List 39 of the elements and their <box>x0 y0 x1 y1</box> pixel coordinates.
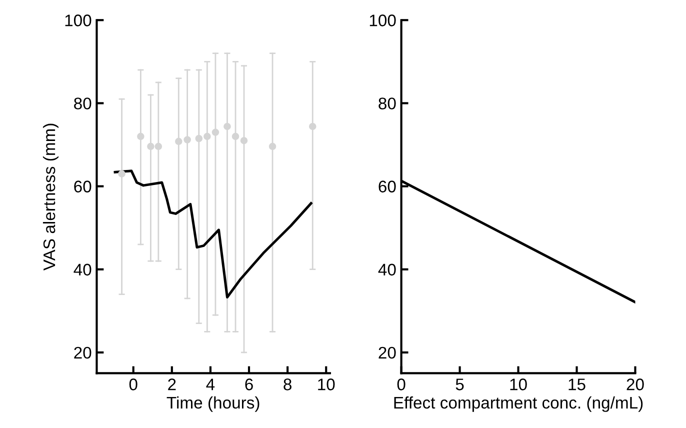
point <box>184 136 191 144</box>
point <box>224 122 231 130</box>
y-tick-label: 80 <box>74 98 92 110</box>
point <box>175 138 182 146</box>
y-tick-label: 20 <box>378 346 396 359</box>
x-tick-label: 0 <box>129 378 138 390</box>
x-tick-label: 5 <box>456 378 464 390</box>
y-tick-label: 40 <box>74 264 92 276</box>
y-tick-label: 60 <box>378 180 396 192</box>
x-tick-label: 0 <box>397 378 406 390</box>
point <box>268 142 276 150</box>
point <box>308 122 316 130</box>
point <box>204 132 211 140</box>
y-tick-label: 60 <box>74 180 92 192</box>
point <box>154 142 162 150</box>
point <box>195 134 203 142</box>
line-series <box>114 170 312 298</box>
y-tick-label: 100 <box>370 14 396 26</box>
y-tick-label: 100 <box>65 14 92 26</box>
x-tick-label: 15 <box>568 378 586 390</box>
x-tick-label: 10 <box>318 378 335 390</box>
x-axis-title: Effect compartment conc. (ng/mL) <box>394 396 643 412</box>
x-tick-label: 20 <box>626 378 644 390</box>
y-tick-label: 40 <box>378 264 396 276</box>
x-tick-label: 6 <box>245 378 253 390</box>
x-axis-title: Time (hours) <box>166 396 260 412</box>
point <box>232 132 240 140</box>
point <box>137 132 144 140</box>
y-axis-title: VAS alertness (mm) <box>42 124 58 271</box>
x-tick-label: 8 <box>284 378 292 390</box>
y-tick-label: 80 <box>378 98 396 110</box>
x-tick-label: 4 <box>206 378 215 390</box>
point <box>212 128 220 136</box>
x-tick-label: 2 <box>168 378 176 390</box>
y-tick-label: 20 <box>74 346 92 359</box>
point <box>118 170 126 178</box>
point <box>240 136 248 144</box>
x-tick-label: 10 <box>510 378 527 390</box>
point <box>147 142 154 150</box>
